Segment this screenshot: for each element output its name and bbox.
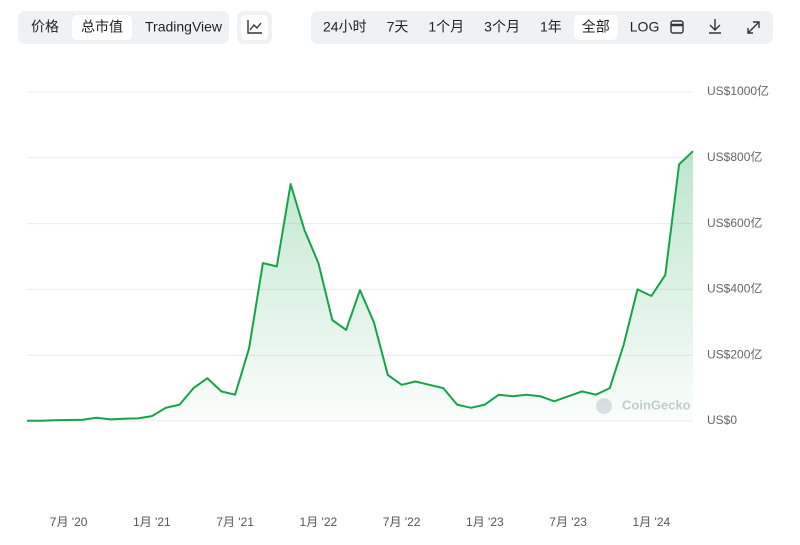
range-label[interactable]: 全部 — [582, 19, 610, 35]
range-active — [573, 15, 618, 40]
y-tick-label: US$800亿 — [707, 149, 762, 164]
range-label[interactable]: LOG — [630, 19, 660, 35]
range-label[interactable]: 1个月 — [428, 19, 464, 35]
x-tick-label: 1月 '21 — [133, 515, 171, 529]
x-tick-label: 1月 '23 — [466, 515, 504, 529]
y-tick-label: US$0 — [707, 413, 737, 427]
range-label[interactable]: 1年 — [540, 19, 562, 35]
x-tick-label: 1月 '24 — [633, 515, 671, 529]
line-chart-icon — [247, 20, 262, 34]
x-tick-label: 7月 '20 — [50, 515, 88, 529]
line — [27, 150, 694, 422]
range-label[interactable]: 3个月 — [484, 19, 520, 35]
range-label[interactable]: 7天 — [387, 19, 409, 35]
x-tick-label: 7月 '23 — [549, 515, 587, 529]
area — [27, 151, 693, 421]
y-tick-label: US$1000亿 — [707, 83, 769, 98]
expand-icon[interactable] — [747, 21, 760, 34]
range-label[interactable]: 24小时 — [323, 19, 367, 35]
range-group — [311, 11, 773, 44]
tab-label[interactable]: 总市值 — [81, 19, 123, 35]
x-tick-label: 1月 '22 — [300, 515, 338, 529]
y-tick-label: US$600亿 — [707, 215, 762, 230]
y-tick-label: US$400亿 — [707, 281, 762, 296]
download-icon[interactable] — [709, 19, 721, 34]
tab-active — [72, 15, 132, 40]
y-tick-label: US$200亿 — [707, 346, 762, 361]
x-tick-label: 7月 '22 — [383, 515, 421, 529]
chart-type-active — [241, 15, 268, 40]
calendar-icon[interactable] — [670, 20, 684, 34]
x-tick-label: 7月 '21 — [216, 515, 254, 529]
tab-label[interactable]: TradingView — [145, 19, 223, 35]
tab-label[interactable]: 价格 — [31, 19, 59, 35]
